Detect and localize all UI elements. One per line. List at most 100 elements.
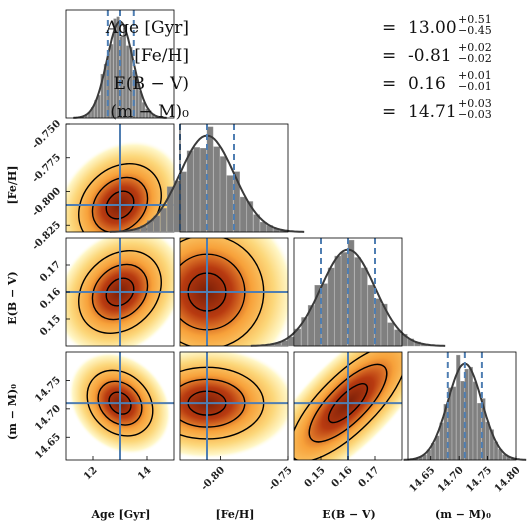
contour-line [97, 380, 143, 426]
hist-bar [394, 329, 401, 347]
y-tick-label-0-800: -0.800 [30, 186, 63, 219]
x-tick-label-0-17: 0.17 [357, 465, 382, 490]
x-axis-label-distance-modulus: (m − M)₀ [435, 508, 491, 521]
y-tick-label-14-75: 14.75 [33, 375, 63, 405]
hist-bar [240, 196, 247, 233]
hist-bar [341, 252, 348, 347]
x-tick-label-14-65: 14.65 [407, 465, 437, 495]
summary-plus: +0.02 [458, 41, 492, 54]
y-axis-label-feh: [Fe/H] [6, 165, 19, 204]
hist-bar [460, 381, 465, 461]
y-tick-label-0-825: -0.825 [30, 220, 63, 253]
contour-line [327, 383, 369, 424]
summary-equals: = [382, 46, 397, 66]
hist-bar [200, 148, 207, 233]
hist-bar [173, 180, 181, 233]
panel-frame [65, 351, 175, 461]
summary-value: -0.81 [408, 46, 452, 66]
x-tick-label-0-75: -0.75 [267, 465, 295, 493]
x-tick-label-14-75: 14.75 [464, 465, 494, 495]
y-tick-label-14-70: 14.70 [33, 403, 63, 433]
summary-errors: +0.51 −0.45 [458, 14, 492, 36]
contour-line [108, 391, 132, 415]
x-tick-label-14-80: 14.80 [493, 465, 523, 495]
y-tick-label-14-65: 14.65 [33, 432, 63, 462]
summary-value: 14.71 [408, 102, 457, 122]
panel-frame [293, 237, 403, 347]
hist-bar [435, 435, 440, 461]
hist-bar [485, 421, 490, 461]
summary-errors: +0.01 −0.01 [458, 70, 492, 92]
summary-plus: +0.01 [458, 69, 492, 82]
hist-bar [468, 366, 473, 461]
summary-minus: −0.03 [458, 108, 492, 121]
hist-bar [287, 336, 295, 347]
contour-line [105, 190, 135, 220]
hist-bar [180, 171, 187, 233]
x-axis-label-feh: [Fe/H] [215, 508, 254, 521]
summary-equals: = [382, 74, 397, 94]
hist-bar [452, 386, 457, 461]
y-tick-label-0-16: 0.16 [38, 286, 63, 311]
hist-bar [387, 322, 395, 347]
y-tick-label-0-15: 0.15 [38, 313, 63, 338]
hist-bar [213, 146, 220, 233]
hist-bar [321, 283, 328, 347]
summary-equals: = [382, 102, 397, 122]
contour-line [105, 277, 135, 307]
y-axis-label-distance-modulus: (m − M)₀ [6, 384, 19, 440]
hist-bar [367, 284, 375, 347]
x-axis-label-ebv: E(B − V) [322, 508, 376, 521]
summary-value: 13.00 [408, 18, 457, 38]
panel-frame [407, 351, 517, 461]
contour-line [91, 176, 149, 232]
summary-label: Age [Gyr] [105, 18, 189, 38]
y-axis-label-ebv: E(B − V) [6, 271, 19, 325]
summary-label: E(B − V) [113, 74, 190, 94]
hist-bar [226, 175, 234, 233]
x-axis-label-age: Age [Gyr] [90, 508, 150, 521]
hist-bar [354, 257, 361, 347]
summary-plus: +0.03 [458, 97, 492, 110]
summary-label: (m − M)₀ [110, 102, 189, 122]
y-tick-label-0-750: -0.750 [30, 118, 63, 151]
summary-minus: −0.45 [458, 24, 492, 37]
summary-label: [Fe/H] [134, 46, 189, 66]
hist-bar [220, 156, 227, 233]
x-tick-label-0-80: -0.80 [199, 465, 227, 493]
hist-bar [477, 403, 482, 461]
panel-frame [179, 351, 289, 461]
panel-frame [179, 237, 289, 347]
hist-bar [193, 147, 200, 233]
summary-value: 0.16 [408, 74, 446, 94]
hist-bar [473, 381, 478, 461]
contour-line [78, 250, 162, 334]
summary-errors: +0.03 −0.03 [458, 98, 492, 120]
contour-line [294, 352, 402, 460]
y-tick-label-0-17: 0.17 [38, 259, 63, 284]
hist-bar [166, 186, 174, 233]
y-tick-label-0-775: -0.775 [30, 152, 63, 185]
x-tick-label-14-70: 14.70 [436, 465, 466, 495]
x-tick-label-12: 12 [82, 465, 100, 483]
hist-bar [334, 255, 341, 347]
panel-frame [179, 123, 289, 233]
summary-equals: = [382, 18, 397, 38]
contour-line [308, 363, 388, 443]
contour-line [86, 369, 154, 437]
summary-minus: −0.02 [458, 52, 492, 65]
x-tick-label-0-16: 0.16 [330, 465, 355, 490]
hist-bar [327, 267, 335, 347]
x-tick-label-0-15: 0.15 [303, 465, 328, 490]
x-tick-label-14: 14 [136, 465, 154, 483]
hist-bar [186, 150, 194, 233]
panel-frame [65, 9, 175, 119]
hist-bar [160, 208, 167, 233]
summary-plus: +0.51 [458, 13, 492, 26]
summary-minus: −0.01 [458, 80, 492, 93]
hist-bar [361, 267, 368, 347]
hist-bar [97, 95, 101, 119]
summary-errors: +0.02 −0.02 [458, 42, 492, 64]
contour-line [91, 263, 149, 321]
